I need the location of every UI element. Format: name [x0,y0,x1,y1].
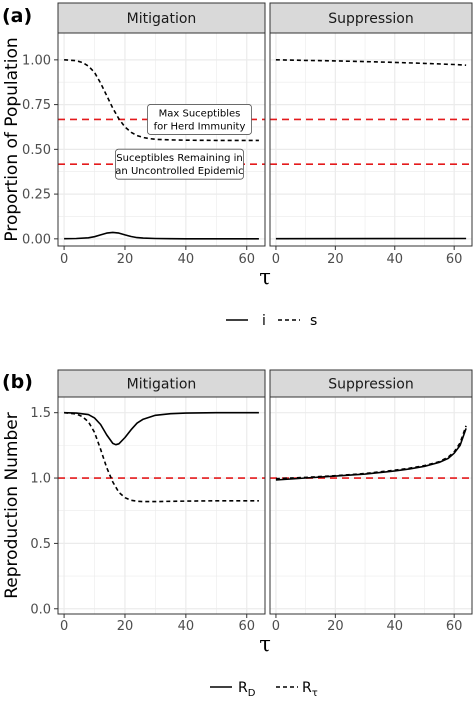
y-axis-title: Proportion of Population [2,37,22,241]
x-tick-label: 20 [327,252,344,267]
annotation-label: for Herd Immunity [154,121,246,132]
x-tick-label: 60 [446,252,463,267]
panel-label: (b) [2,371,33,393]
facet-strip [269,369,473,398]
legend-label: RD [238,680,256,699]
facet-suppression: Suppression 0 20 40 60 [269,369,473,634]
x-tick-label: 40 [178,619,195,634]
panel-border [269,396,473,615]
y-tick-label: 0.50 [22,143,51,158]
legend: RD Rτ [210,680,318,699]
facet-strip [57,369,266,398]
y-tick-label: 0.25 [22,188,51,203]
x-axis-title: τ [259,265,271,289]
annotation-label: an Uncontrolled Epidemic [115,166,243,177]
x-tick-label: 0 [272,252,280,267]
y-tick-label: 0.5 [30,537,51,552]
x-tick-label: 60 [238,252,255,267]
x-tick-label: 20 [117,252,134,267]
x-tick-label: 40 [178,252,195,267]
annotation-box [115,148,244,180]
x-tick-label: 0 [60,619,68,634]
facet-strip-label: Mitigation [127,377,197,393]
x-axis-title: τ [259,632,271,656]
y-tick-label: 0.00 [22,232,51,247]
series-line-r_τ [64,411,259,503]
facet-strip-label: Suppression [328,377,414,393]
annotation-box [147,104,252,135]
facet-strip [269,2,473,34]
x-tick-label: 0 [272,619,280,634]
x-tick-label: 60 [238,619,255,634]
y-tick-label: 1.0 [30,472,51,487]
facet-strip-label: Mitigation [127,11,197,27]
x-tick-label: 60 [446,619,463,634]
x-tick-label: 40 [386,619,403,634]
panel-border [269,32,473,247]
plot-panel [270,397,472,614]
x-tick-label: 20 [327,619,344,634]
facet-suppression: Suppression 0 20 40 60 [269,2,473,267]
facet-mitigation: Mitigation Max Suceptibles for Herd Immuni… [22,2,266,267]
series-line-i [64,231,259,240]
annotation-label: Max Suceptibles [159,108,241,119]
facet-mitigation: Mitigation 0 20 40 60 0.0 0.5 1.0 1.5 [30,369,266,634]
legend-label-subscript: τ [312,688,318,699]
legend-label-subscript: D [248,688,256,699]
y-tick-label: 1.5 [30,406,51,421]
plot-panel [270,33,472,246]
y-tick-label: 0.0 [30,602,51,617]
legend-label: s [310,313,317,329]
panel-border [57,396,266,615]
series-line-r_d [64,411,259,446]
facet-strip-label: Suppression [328,11,414,27]
legend-label: Rτ [302,680,318,699]
plot-panel [58,397,265,614]
y-axis-title: Reproduction Number [2,412,22,599]
series-line-r_τ [275,425,467,480]
y-tick-label: 1.00 [22,53,51,68]
x-tick-label: 40 [386,252,403,267]
x-tick-label: 0 [60,252,68,267]
x-tick-label: 20 [117,619,134,634]
panel-border [57,32,266,247]
panel-label: (a) [2,5,32,27]
annotation-label: Suceptibles Remaining in [116,153,242,164]
y-tick-label: 0.75 [22,98,51,113]
facet-strip [57,2,266,34]
legend-label: i [262,313,266,329]
